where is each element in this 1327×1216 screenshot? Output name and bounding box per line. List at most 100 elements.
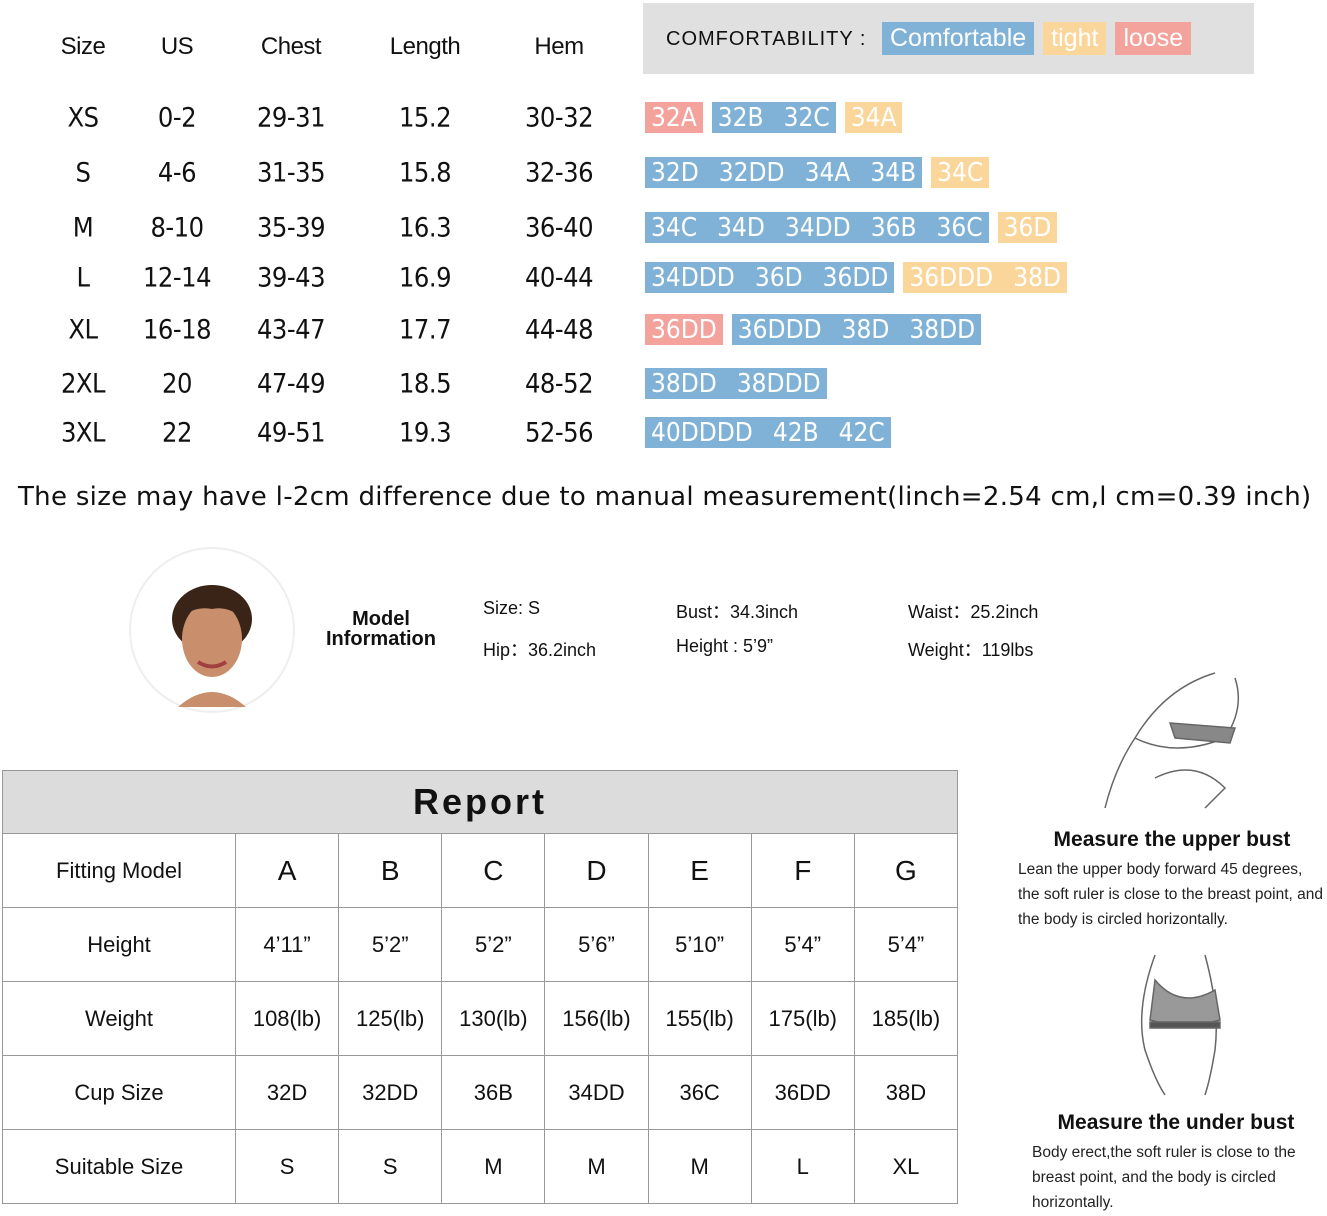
report-cell: 5’2” (338, 907, 443, 982)
report-row: Suitable Size S S M M M L XL (2, 1129, 959, 1204)
report-cell: M (647, 1129, 752, 1204)
report-cell: 130(lb) (441, 981, 546, 1056)
report-row: Cup Size 32D 32DD 36B 34DD 36C 36DD 38D (2, 1055, 959, 1130)
cup-label: 36DD (651, 314, 717, 345)
cup-label: 34C (651, 212, 698, 243)
report-cell: 5’6” (544, 907, 649, 982)
size-cell: 19.3 (398, 417, 452, 449)
legend-item: tight (1043, 22, 1107, 55)
size-header: Size (60, 33, 106, 60)
size-cell: 32-36 (524, 157, 594, 189)
cup-group: 36DDD 38D 38DD (731, 314, 982, 345)
cup-group: 32B 32C (711, 102, 836, 133)
cup-label: 38DDD (736, 368, 821, 399)
size-cell: 48-52 (524, 368, 594, 400)
size-cell: 44-48 (524, 314, 594, 346)
cup-label: 38D (841, 314, 890, 345)
size-cell: S (75, 157, 91, 189)
model-title-line: Information (326, 628, 436, 650)
cup-row: 32D 32DD 34A 34B 34C (645, 157, 990, 188)
report-cell: 5’10” (647, 907, 752, 982)
cup-label: 36C (936, 212, 983, 243)
cup-label: 32A (651, 102, 697, 133)
cup-group: 36DD (645, 314, 723, 345)
cup-row: 40DDDD 42B 42C (645, 417, 891, 448)
size-cell: 20 (162, 368, 192, 400)
cup-label: 38DD (651, 368, 717, 399)
report-row: Height 4’11” 5’2” 5’2” 5’6” 5’10” 5’4” 5’4” (2, 907, 959, 982)
cup-label: 32C (783, 102, 830, 133)
report-cell: L (750, 1129, 855, 1204)
cup-label: 40DDDD (651, 417, 753, 448)
cup-row: 38DD 38DDD (645, 368, 827, 399)
size-cell: 36-40 (524, 212, 594, 244)
report-cell: 156(lb) (544, 981, 649, 1056)
report-cell: 34DD (544, 1055, 649, 1130)
report-cell: S (338, 1129, 443, 1204)
model-title: Model Information (318, 609, 444, 649)
report-cell: 32DD (338, 1055, 443, 1130)
size-cell: 15.8 (398, 157, 452, 189)
cup-label: 36DDD (737, 314, 822, 345)
sketch-upper (1104, 672, 1240, 809)
size-cell: 16.3 (398, 212, 452, 244)
report-cell: M (441, 1129, 546, 1204)
model-field: Height : 5’9” (676, 636, 774, 656)
report-header: F (750, 833, 855, 908)
cup-label: 32DD (718, 157, 785, 188)
cup-label: 34DDD (651, 262, 735, 293)
size-cell: 4-6 (157, 157, 197, 189)
report-header: Fitting Model (2, 833, 236, 908)
model-field: Weight：119lbs (908, 640, 1034, 660)
report-cell: 5’2” (441, 907, 546, 982)
cup-label: 38D (1013, 262, 1061, 293)
size-header: US (160, 33, 194, 60)
measure-text: Lean the upper body forward 45 degrees, … (1018, 861, 1324, 928)
size-cell: 49-51 (256, 417, 326, 449)
size-cell: XL (68, 314, 98, 346)
report-cell: 38D (853, 1055, 959, 1130)
sketch-under (1140, 954, 1221, 1096)
report-header-row: Fitting Model A B C D E F G (2, 833, 959, 908)
size-cell: 0-2 (157, 102, 197, 134)
report-cell: 32D (234, 1055, 340, 1130)
report-cell: 125(lb) (338, 981, 443, 1056)
cup-row: 36DD 36DDD 38D 38DD (645, 314, 982, 345)
legend-item: Comfortable (882, 22, 1035, 55)
comfort-label: COMFORTABILITY : (666, 28, 867, 50)
size-cell: XS (67, 102, 99, 134)
report-cell: M (544, 1129, 649, 1204)
cup-group: 38DD 38DDD (645, 368, 827, 399)
report-cell: 175(lb) (750, 981, 855, 1056)
cup-label: 38DD (909, 314, 976, 345)
cup-label: 42C (838, 417, 885, 448)
cup-label: 42B (772, 417, 819, 448)
size-cell: 31-35 (256, 157, 326, 189)
report-title: Report (2, 770, 958, 834)
size-cell: 35-39 (256, 212, 326, 244)
size-cell: 3XL (60, 417, 106, 449)
model-field: Bust：34.3inch (676, 602, 799, 622)
model-title-line: Model (352, 608, 410, 630)
report-cell: 5’4” (750, 907, 855, 982)
report-cell: 4’11” (234, 907, 340, 982)
report-header: G (853, 833, 959, 908)
cup-group: 40DDDD 42B 42C (645, 417, 891, 448)
measure-title: Measure the under bust (1057, 1111, 1295, 1134)
size-cell: 2XL (60, 368, 106, 400)
report-cell: Cup Size (2, 1055, 236, 1130)
report-cell: 36B (441, 1055, 546, 1130)
cup-label: 34D (717, 212, 765, 243)
cup-group: 32A (645, 102, 703, 133)
size-cell: 52-56 (524, 417, 594, 449)
report-header: E (647, 833, 752, 908)
cup-label: 34A (850, 102, 897, 133)
cup-group: 34C (931, 157, 990, 188)
cup-row: 34DDD 36D 36DD 36DDD 38D (645, 262, 1067, 293)
report-cell: 108(lb) (234, 981, 340, 1056)
size-header: Length (389, 33, 461, 60)
report-cell: S (234, 1129, 340, 1204)
model-field: Waist：25.2inch (908, 602, 1039, 622)
cup-group: 36DDD 38D (903, 262, 1067, 293)
